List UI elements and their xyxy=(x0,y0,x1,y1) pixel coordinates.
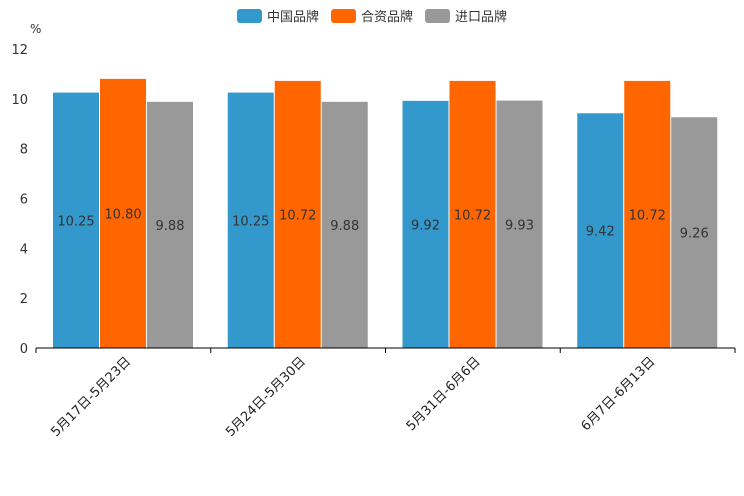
x-tick-label: 6月7日-6月13日 xyxy=(579,354,659,434)
bar-value-label: 9.42 xyxy=(586,225,615,240)
legend-label-china-brand: 中国品牌 xyxy=(266,10,319,25)
bar-value-label: 9.88 xyxy=(330,219,359,234)
legend-item-china-brand[interactable]: 中国品牌 xyxy=(236,6,319,25)
bar-value-label: 9.93 xyxy=(505,218,534,233)
legend-label-imported-brand: 进口品牌 xyxy=(455,10,508,25)
bar xyxy=(227,92,274,349)
bar xyxy=(53,92,99,349)
bar xyxy=(402,100,449,349)
y-tick-label: 10 xyxy=(11,93,28,108)
x-tick-label: 5月17日-5月23日 xyxy=(48,354,134,440)
bar xyxy=(496,100,543,348)
bar xyxy=(624,80,671,348)
bar xyxy=(321,101,368,348)
x-tick-label: 5月24日-5月30日 xyxy=(223,354,309,440)
x-tick-label: 5月31日-6月6日 xyxy=(404,354,484,434)
y-tick-label: 8 xyxy=(20,143,28,158)
bar-value-label: 9.26 xyxy=(680,227,709,242)
bar-value-label: 10.72 xyxy=(629,208,666,223)
y-axis-unit-label: % xyxy=(30,22,42,36)
legend-label-joint-venture-brand: 合资品牌 xyxy=(360,10,413,25)
legend-swatch-china-brand xyxy=(236,8,262,23)
y-tick-label: 6 xyxy=(20,193,28,208)
bar-value-label: 10.80 xyxy=(104,207,141,222)
bar-value-label: 10.25 xyxy=(57,214,94,229)
y-tick-label: 12 xyxy=(11,43,28,58)
legend-swatch-joint-venture-brand xyxy=(330,8,356,23)
bar xyxy=(671,117,718,348)
bar-value-label: 10.72 xyxy=(279,208,316,223)
legend: 中国品牌 合资品牌 进口品牌 xyxy=(0,6,744,25)
bar xyxy=(274,80,321,348)
y-tick-label: 0 xyxy=(20,342,28,357)
bar xyxy=(147,101,193,348)
bar xyxy=(449,80,496,348)
legend-item-imported-brand[interactable]: 进口品牌 xyxy=(425,6,507,25)
bar-value-label: 10.25 xyxy=(232,214,269,229)
legend-item-joint-venture-brand[interactable]: 合资品牌 xyxy=(330,6,413,25)
y-tick-label: 4 xyxy=(20,242,28,257)
bar-value-label: 9.92 xyxy=(411,218,440,233)
legend-swatch-imported-brand xyxy=(425,8,450,23)
bar-value-label: 9.88 xyxy=(156,219,185,234)
y-tick-label: 2 xyxy=(20,292,28,307)
bar xyxy=(577,113,624,348)
bar-value-label: 10.72 xyxy=(454,208,491,223)
bar xyxy=(100,78,146,349)
